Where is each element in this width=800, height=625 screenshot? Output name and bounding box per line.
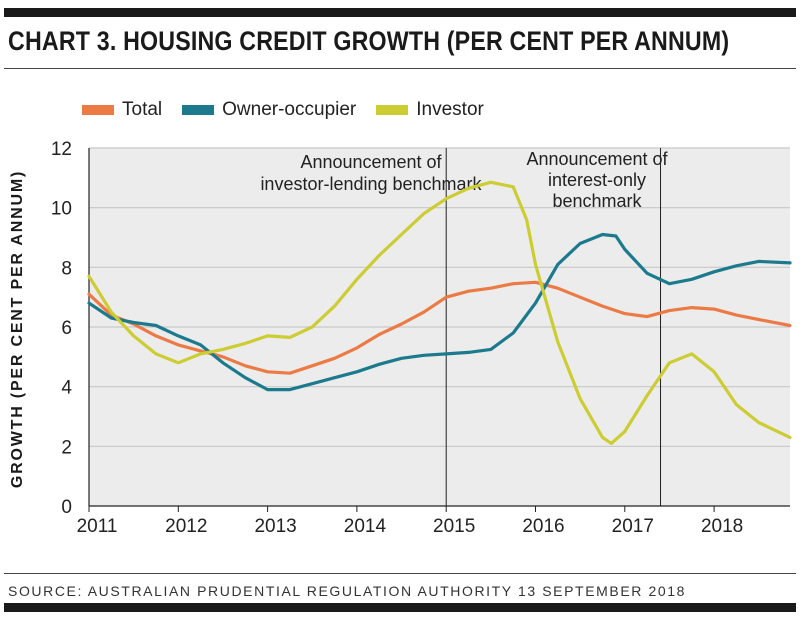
annotation-2-line-2: interest-only bbox=[548, 170, 646, 190]
annotation-1-line-1: Announcement of bbox=[300, 152, 442, 172]
legend: Total Owner-occupier Investor bbox=[82, 98, 504, 122]
x-tick-label: 2016 bbox=[522, 516, 564, 537]
y-tick-label: 10 bbox=[51, 199, 72, 220]
y-tick-label: 4 bbox=[61, 378, 72, 399]
x-tick-label: 2018 bbox=[701, 516, 743, 537]
legend-item-investor: Investor bbox=[376, 99, 484, 121]
annotation-1-line-2: investor-lending benchmark bbox=[260, 174, 482, 194]
y-tick-label: 8 bbox=[61, 258, 72, 279]
y-tick-label: 12 bbox=[51, 139, 72, 160]
legend-item-owner-occupier: Owner-occupier bbox=[182, 99, 356, 121]
y-tick-label: 2 bbox=[61, 437, 72, 458]
title-rule bbox=[4, 68, 796, 69]
series-line-investor bbox=[87, 180, 792, 445]
x-tick-label: 2017 bbox=[612, 516, 654, 537]
x-tick-label: 2012 bbox=[165, 516, 207, 537]
x-tick-label: 2015 bbox=[433, 516, 475, 537]
legend-swatch-owner-occupier bbox=[182, 105, 215, 115]
legend-label-total: Total bbox=[122, 99, 163, 120]
annotation-2-line-1: Announcement of bbox=[526, 149, 668, 169]
y-axis-title: GROWTH (PER CENT PER ANNUM) bbox=[9, 170, 26, 488]
legend-swatch-investor bbox=[376, 105, 409, 115]
x-tick-label: 2014 bbox=[344, 516, 387, 537]
legend-swatch-total bbox=[82, 105, 114, 115]
legend-item-total: Total bbox=[82, 99, 162, 121]
y-tick-label: 6 bbox=[61, 318, 72, 339]
x-tick-label: 2011 bbox=[77, 516, 118, 537]
source-rule bbox=[4, 573, 796, 574]
legend-label-owner-occupier: Owner-occupier bbox=[222, 99, 357, 120]
bottom-rule bbox=[4, 603, 796, 612]
y-tick-label: 0 bbox=[61, 497, 72, 518]
annotation-2-line-3: benchmark bbox=[552, 191, 642, 211]
x-tick-label: 2013 bbox=[254, 516, 296, 537]
top-rule bbox=[4, 8, 796, 17]
source-note: SOURCE: AUSTRALIAN PRUDENTIAL REGULATION… bbox=[8, 583, 687, 599]
chart-title: CHART 3. HOUSING CREDIT GROWTH (PER CENT… bbox=[8, 26, 730, 56]
legend-label-investor: Investor bbox=[416, 99, 484, 120]
